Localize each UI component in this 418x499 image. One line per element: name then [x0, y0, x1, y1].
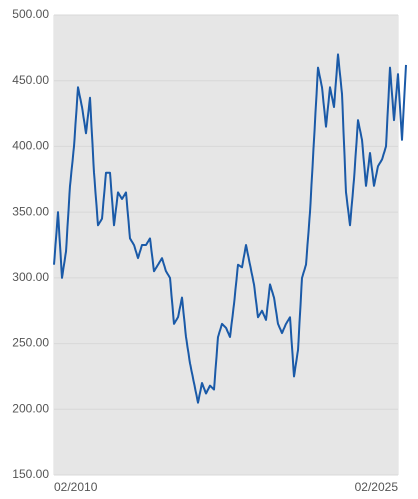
x-tick-label: 02/2025 [355, 480, 399, 494]
y-tick-label: 350.00 [12, 204, 49, 218]
y-tick-label: 400.00 [12, 139, 49, 153]
y-tick-label: 450.00 [12, 73, 49, 87]
y-tick-label: 150.00 [12, 467, 49, 481]
y-tick-label: 250.00 [12, 336, 49, 350]
line [53, 53, 407, 404]
y-tick-label: 200.00 [12, 401, 49, 415]
y-tick-label: 300.00 [12, 270, 49, 284]
x-tick-label: 02/2010 [54, 480, 98, 494]
y-tick-label: 500.00 [12, 7, 49, 21]
